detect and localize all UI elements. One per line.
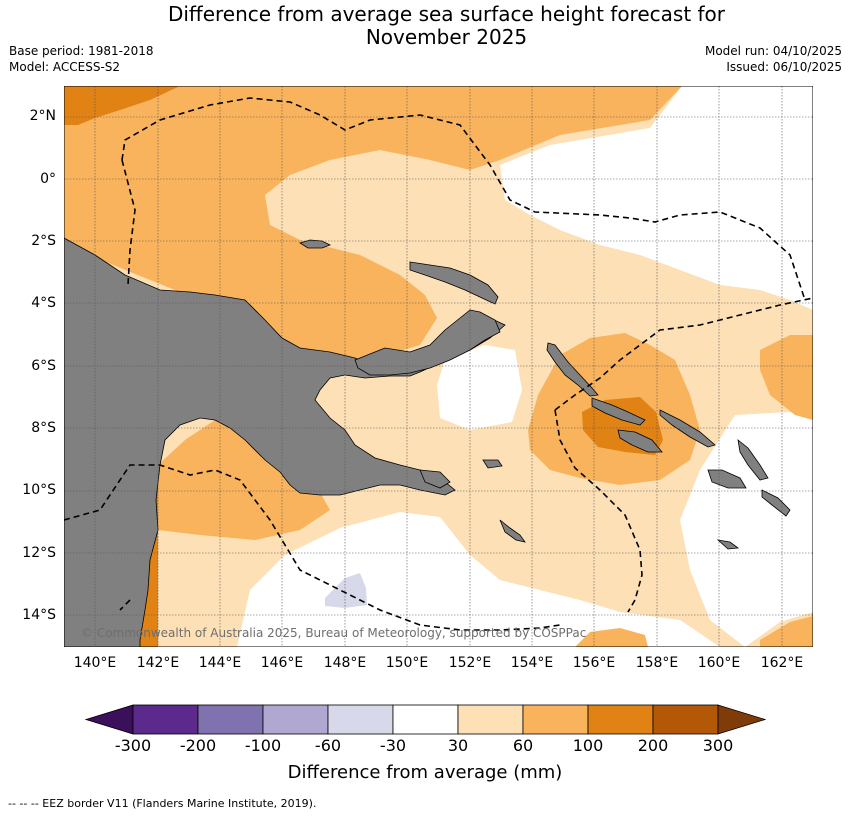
colorbar-swatch-1 [132, 704, 199, 735]
colorbar-tick: 60 [512, 736, 534, 755]
contour-100-200-northwest [64, 86, 180, 125]
lat-label-12s: 12°S [22, 545, 56, 561]
chart-title: Difference from average sea surface heig… [0, 3, 850, 49]
contour-negative-small [325, 573, 367, 608]
land-dentrecasteaux [419, 469, 451, 489]
colorbar-swatch-4 [327, 704, 394, 735]
contour-60-100-south-edge [575, 628, 648, 647]
colorbar-tick: -100 [244, 736, 282, 755]
lon-label-154e: 154°E [510, 655, 554, 671]
lon-label-158e: 158°E [635, 655, 679, 671]
map-area [64, 86, 813, 647]
meta-left: Base period: 1981-2018 Model: ACCESS-S2 [9, 43, 154, 75]
lat-label-10s: 10°S [22, 482, 56, 498]
colorbar-swatch-5 [392, 704, 459, 735]
colorbar-swatch-extend-high [717, 704, 767, 735]
colorbar-label: Difference from average (mm) [287, 762, 563, 783]
colorbar-swatch-extend-low [84, 704, 134, 735]
lon-label-150e: 150°E [385, 655, 429, 671]
eez-footnote: -- -- -- EEZ border V11 (Flanders Marine… [8, 797, 317, 810]
colorbar-tick: 100 [572, 736, 604, 755]
colorbar-tick: -30 [379, 736, 407, 755]
land-manus [299, 239, 331, 249]
colorbar-swatch-3 [262, 704, 329, 735]
lat-label-2s: 2°S [31, 233, 56, 249]
colorbar-swatch-8 [587, 704, 654, 735]
land-solomons-choiseul [591, 397, 646, 426]
land-new-britain [354, 309, 501, 376]
issued-date: Issued: 06/10/2025 [726, 60, 842, 74]
lon-label-144e: 144°E [198, 655, 242, 671]
colorbar-tick: -300 [114, 736, 152, 755]
lat-label-0: 0° [40, 171, 56, 187]
title-line-1: Difference from average sea surface heig… [167, 2, 726, 26]
copyright-notice: © Commonwealth of Australia 2025, Bureau… [81, 626, 587, 640]
land-vanuatu-north [737, 439, 769, 481]
land-solomons-guadalcanal [617, 429, 663, 453]
lon-label-148e: 148°E [323, 655, 367, 671]
colorbar-tick: -200 [179, 736, 217, 755]
land-new-ireland [409, 261, 499, 305]
land-solomons-malaita [659, 409, 716, 448]
land-vanuatu-espiritu [707, 469, 747, 489]
lon-label-140e: 140°E [73, 655, 117, 671]
meta-right: Model run: 04/10/2025 Issued: 06/10/2025 [705, 43, 842, 75]
contour-60-100-far-east [760, 335, 813, 420]
model-run: Model run: 04/10/2025 [704, 44, 842, 58]
lon-label-162e: 162°E [760, 655, 804, 671]
lon-label-156e: 156°E [572, 655, 616, 671]
colorbar-swatch-7 [522, 704, 589, 735]
colorbar-tick: 30 [447, 736, 469, 755]
lat-label-14s: 14°S [22, 607, 56, 623]
contour-neutral-northeast [500, 86, 813, 310]
graticule [64, 86, 813, 647]
lat-label-6s: 6°S [31, 358, 56, 374]
base-period: Base period: 1981-2018 [9, 44, 154, 58]
eez-borders [64, 97, 813, 631]
lon-label-146e: 146°E [260, 655, 304, 671]
lon-label-142e: 142°E [136, 655, 180, 671]
lat-label-2n: 2°N [29, 108, 56, 124]
title-line-2: November 2025 [365, 25, 528, 49]
land-small-islands-se [716, 539, 740, 550]
lon-label-160e: 160°E [697, 655, 741, 671]
colorbar-swatch-9 [652, 704, 719, 735]
land-trobriand [482, 459, 503, 469]
model-name: Model: ACCESS-S2 [9, 60, 121, 74]
colorbar-tick: 200 [637, 736, 669, 755]
land-vanuatu-south [761, 489, 791, 517]
contour-60-100-southeast-corner [760, 616, 813, 647]
contour-60-100-main [64, 86, 682, 360]
contour-neutral-south [237, 512, 720, 647]
colorbar-tick: 300 [702, 736, 734, 755]
lon-label-152e: 152°E [448, 655, 492, 671]
lat-label-4s: 4°S [31, 295, 56, 311]
land-louisiade [499, 519, 526, 543]
colorbar-swatch-2 [197, 704, 264, 735]
colorbar-tick: -60 [314, 736, 342, 755]
colorbar-swatch-6 [457, 704, 524, 735]
lat-label-8s: 8°S [31, 420, 56, 436]
